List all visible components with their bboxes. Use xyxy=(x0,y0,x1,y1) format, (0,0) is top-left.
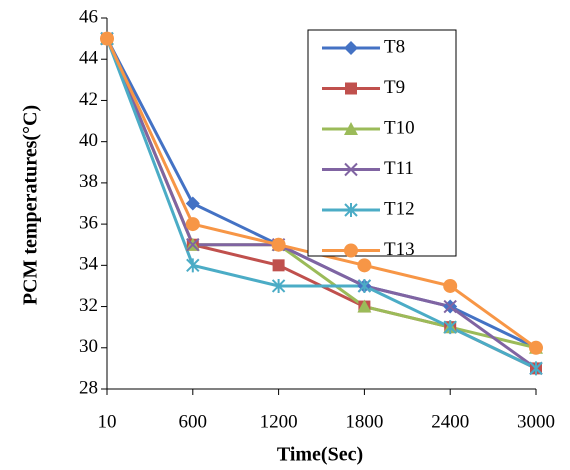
data-point xyxy=(100,31,114,46)
x-tick-label: 3000 xyxy=(517,411,555,432)
legend-label: T12 xyxy=(384,198,415,219)
data-point xyxy=(357,258,372,273)
y-tick-label: 38 xyxy=(79,171,98,192)
series-line xyxy=(105,38,537,370)
y-axis-title: PCM temperatures(°C) xyxy=(20,105,42,305)
y-tick-label: 46 xyxy=(79,6,98,27)
y-tick-label: 36 xyxy=(79,212,98,233)
x-tick-label: 1200 xyxy=(260,411,298,432)
data-point xyxy=(185,217,200,232)
legend-label: T13 xyxy=(384,239,415,260)
x-tick-label: 1800 xyxy=(345,411,383,432)
legend-marker xyxy=(344,41,358,55)
legend-marker xyxy=(344,122,358,135)
legend-label: T10 xyxy=(384,117,415,138)
y-tick-label: 32 xyxy=(79,295,98,316)
y-tick-label: 30 xyxy=(79,336,98,357)
data-point xyxy=(443,299,457,314)
data-point xyxy=(271,237,286,252)
legend-marker xyxy=(344,203,358,217)
legend-box xyxy=(307,29,457,257)
x-tick-label: 10 xyxy=(98,411,117,432)
data-point xyxy=(185,196,200,211)
data-point xyxy=(357,299,372,313)
data-point xyxy=(529,361,543,376)
data-point xyxy=(272,259,285,272)
legend-label: T11 xyxy=(384,158,414,179)
data-point xyxy=(271,278,286,293)
y-tick-label: 40 xyxy=(79,130,98,151)
y-tick-label: 28 xyxy=(79,377,98,398)
data-point xyxy=(186,238,200,252)
y-tick-label: 44 xyxy=(79,48,99,69)
legend-marker xyxy=(344,243,358,258)
data-point xyxy=(186,258,200,273)
legend-label: T8 xyxy=(384,36,405,57)
data-point xyxy=(357,278,372,293)
y-tick-label: 42 xyxy=(79,89,98,110)
legend-marker xyxy=(344,162,358,177)
x-tick-label: 2400 xyxy=(431,411,469,432)
series-line xyxy=(105,38,537,370)
legend-label: T9 xyxy=(384,77,405,98)
data-point xyxy=(529,340,543,355)
x-axis-title: Time(Sec) xyxy=(277,444,363,466)
x-tick-label: 600 xyxy=(179,411,208,432)
y-tick-label: 34 xyxy=(79,254,99,275)
data-point xyxy=(443,320,457,335)
data-point xyxy=(443,278,458,293)
legend-marker xyxy=(345,82,357,95)
